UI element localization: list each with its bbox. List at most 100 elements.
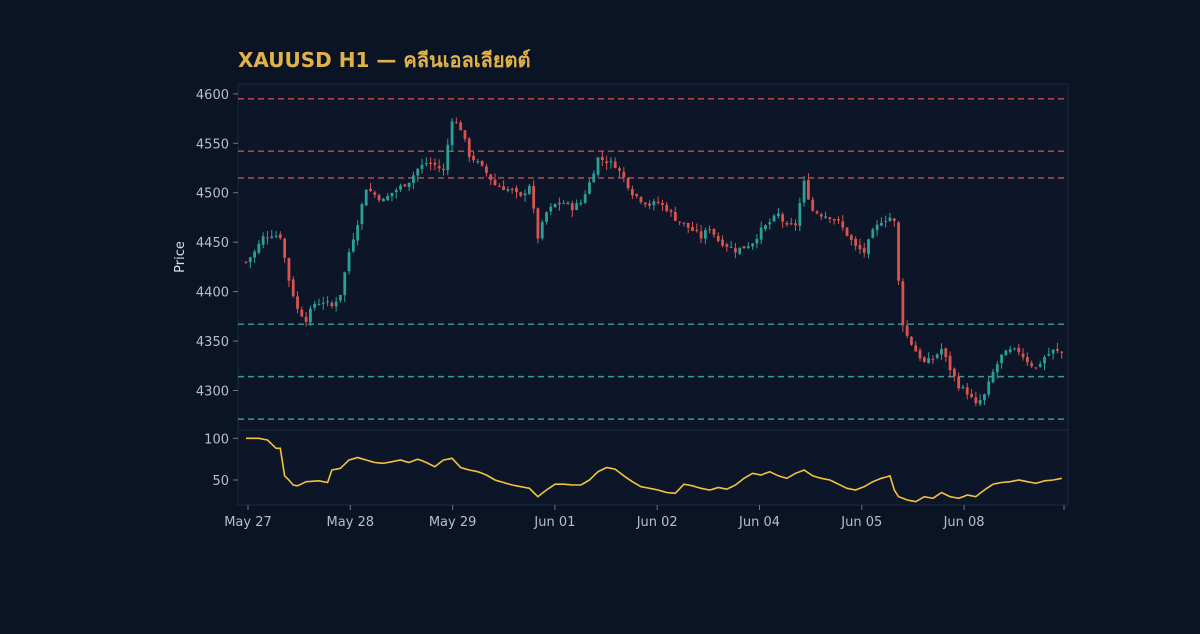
candle-body [313,303,317,308]
candle-body [476,161,480,163]
candle-body [892,218,896,222]
candle-body [356,225,360,241]
oscillator-panel [237,429,1069,506]
candle-body [875,224,879,231]
candle-body [759,227,763,240]
candle-body [888,217,892,222]
candle-body [807,180,810,200]
chart-title: XAUUSD H1 — คลีนเอลเลียตต์ [238,48,531,72]
candle-body [652,201,656,206]
candle-body [343,272,347,296]
x-tick-label: May 29 [429,515,477,530]
candle-body [742,246,746,249]
candle-body [579,202,583,205]
candle-body [802,180,806,203]
candle-body [1038,364,1042,367]
x-tick-label: May 28 [327,515,375,530]
candle-body [862,248,866,253]
candle-body [257,243,261,253]
candle-body [390,192,394,197]
candle-body [369,188,372,192]
candle-body [682,222,686,224]
candle-body [643,202,647,205]
candle-body [983,394,986,400]
candle-body [695,229,699,232]
x-tick-label: Jun 02 [636,515,678,530]
candle-body [626,178,630,189]
candle-body [480,160,484,166]
y-tick-label: 4300 [196,384,229,399]
candle-body [811,199,815,211]
candle-body [914,345,918,352]
candle-body [373,192,377,195]
x-tick-label: Jun 08 [943,515,985,530]
candle-body [472,155,475,161]
candle-body [330,302,334,307]
y-tick-label: 4350 [196,335,229,350]
candle-body [935,354,939,359]
candle-body [463,130,467,140]
candle-body [815,211,819,214]
candle-body [708,229,712,231]
candle-body [394,190,398,193]
candle-body [532,185,536,209]
candle-body [978,399,982,405]
candle-body [635,194,639,197]
candle-body [957,376,961,389]
candle-body [867,239,870,255]
candle-body [656,202,660,204]
candle-body [854,238,858,246]
candle-body [420,165,424,169]
candle-body [493,179,497,186]
candle-body [549,206,553,212]
candle-body [527,186,531,194]
candle-body [592,173,596,183]
candle-body [309,308,312,323]
candle-body [545,212,548,222]
candle-body [407,182,411,187]
candle-body [502,186,505,191]
candle-body [536,208,540,239]
candle-body [381,198,385,202]
candle-body [360,204,364,225]
candle-body [609,161,613,163]
y-tick-label: 4600 [196,88,229,103]
candle-body [433,162,437,165]
candle-body [824,216,827,218]
candle-body [485,166,488,174]
candle-body [789,223,793,225]
candle-body [798,203,802,226]
candle-body [1013,348,1016,350]
candle-body [321,302,325,304]
candle-body [691,227,694,231]
candle-body [562,202,566,204]
candle-body [253,251,256,258]
candle-body [553,203,557,207]
candle-body [296,296,299,309]
candle-body [347,252,351,272]
candle-body [678,221,682,223]
candle-body [437,166,441,169]
candle-body [897,222,900,281]
osc-y-tick-label: 100 [204,432,229,447]
candle-body [613,161,617,168]
candle-body [570,203,574,211]
candle-body [729,246,733,248]
y-tick-label: 4400 [196,286,229,301]
candle-body [399,185,402,190]
candle-body [317,303,321,305]
candle-body [837,219,840,221]
candle-body [450,121,454,146]
candle-body [901,281,905,326]
candle-body [845,227,849,236]
x-tick-label: Jun 04 [738,515,780,530]
candle-body [403,184,407,187]
candle-body [858,245,862,250]
candle-body [540,222,544,239]
candle-body [1060,351,1064,353]
candle-body [648,203,651,206]
candle-body [751,243,754,247]
candle-body [326,301,329,303]
candle-body [596,157,600,175]
